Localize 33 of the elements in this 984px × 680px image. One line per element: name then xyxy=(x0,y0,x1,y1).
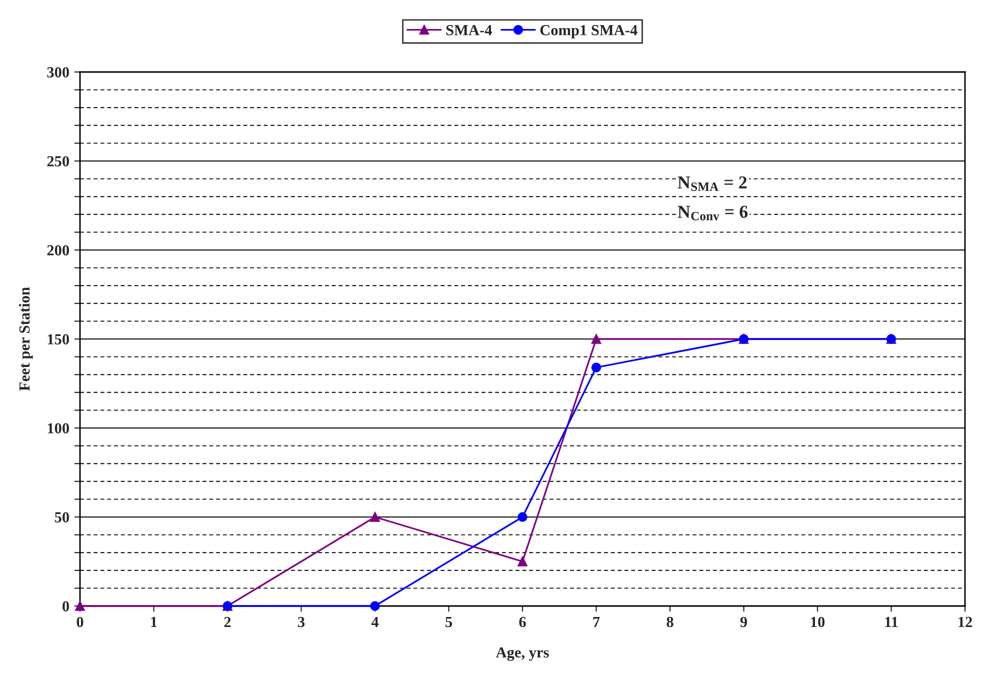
annotation: N$_{Conv}$ = 6 xyxy=(678,206,748,220)
y-axis-title: Feet per Station xyxy=(18,287,33,391)
x-tick-label: 4 xyxy=(371,616,379,628)
x-tick-label: 3 xyxy=(298,616,305,628)
x-tick-label: 2 xyxy=(224,616,231,628)
annotation: N$_{SMA}$ = 2 xyxy=(678,176,747,191)
point xyxy=(518,556,528,566)
x-axis-title: Age, yrs xyxy=(496,647,549,661)
y-tick-label: 50 xyxy=(54,512,69,522)
y-tick-label: 100 xyxy=(48,423,69,434)
x-tick-label: 10 xyxy=(811,616,825,628)
point xyxy=(591,362,602,372)
legend-label: Comp1 SMA-4 xyxy=(540,25,638,38)
x-tick-label: 0 xyxy=(76,616,84,628)
x-tick-label: 12 xyxy=(958,616,972,628)
point xyxy=(75,601,85,611)
x-tick-label: 6 xyxy=(519,616,526,628)
y-tick-label: 300 xyxy=(47,67,69,78)
x-tick-label: 8 xyxy=(666,616,674,628)
x-tick-label: 11 xyxy=(885,616,898,628)
y-tick-label: 150 xyxy=(48,334,69,344)
x-tick-label: 7 xyxy=(593,617,600,628)
point xyxy=(370,601,380,611)
legend-label: SMA-4 xyxy=(446,25,492,36)
y-tick-label: 250 xyxy=(47,156,69,166)
point xyxy=(370,512,380,522)
x-tick-label: 1 xyxy=(151,616,157,628)
point xyxy=(591,334,602,344)
y-tick-label: 0 xyxy=(62,601,69,612)
x-tick-label: 5 xyxy=(446,617,452,628)
x-tick-label: 9 xyxy=(740,616,748,628)
point xyxy=(518,512,528,522)
y-tick-label: 200 xyxy=(47,245,69,256)
